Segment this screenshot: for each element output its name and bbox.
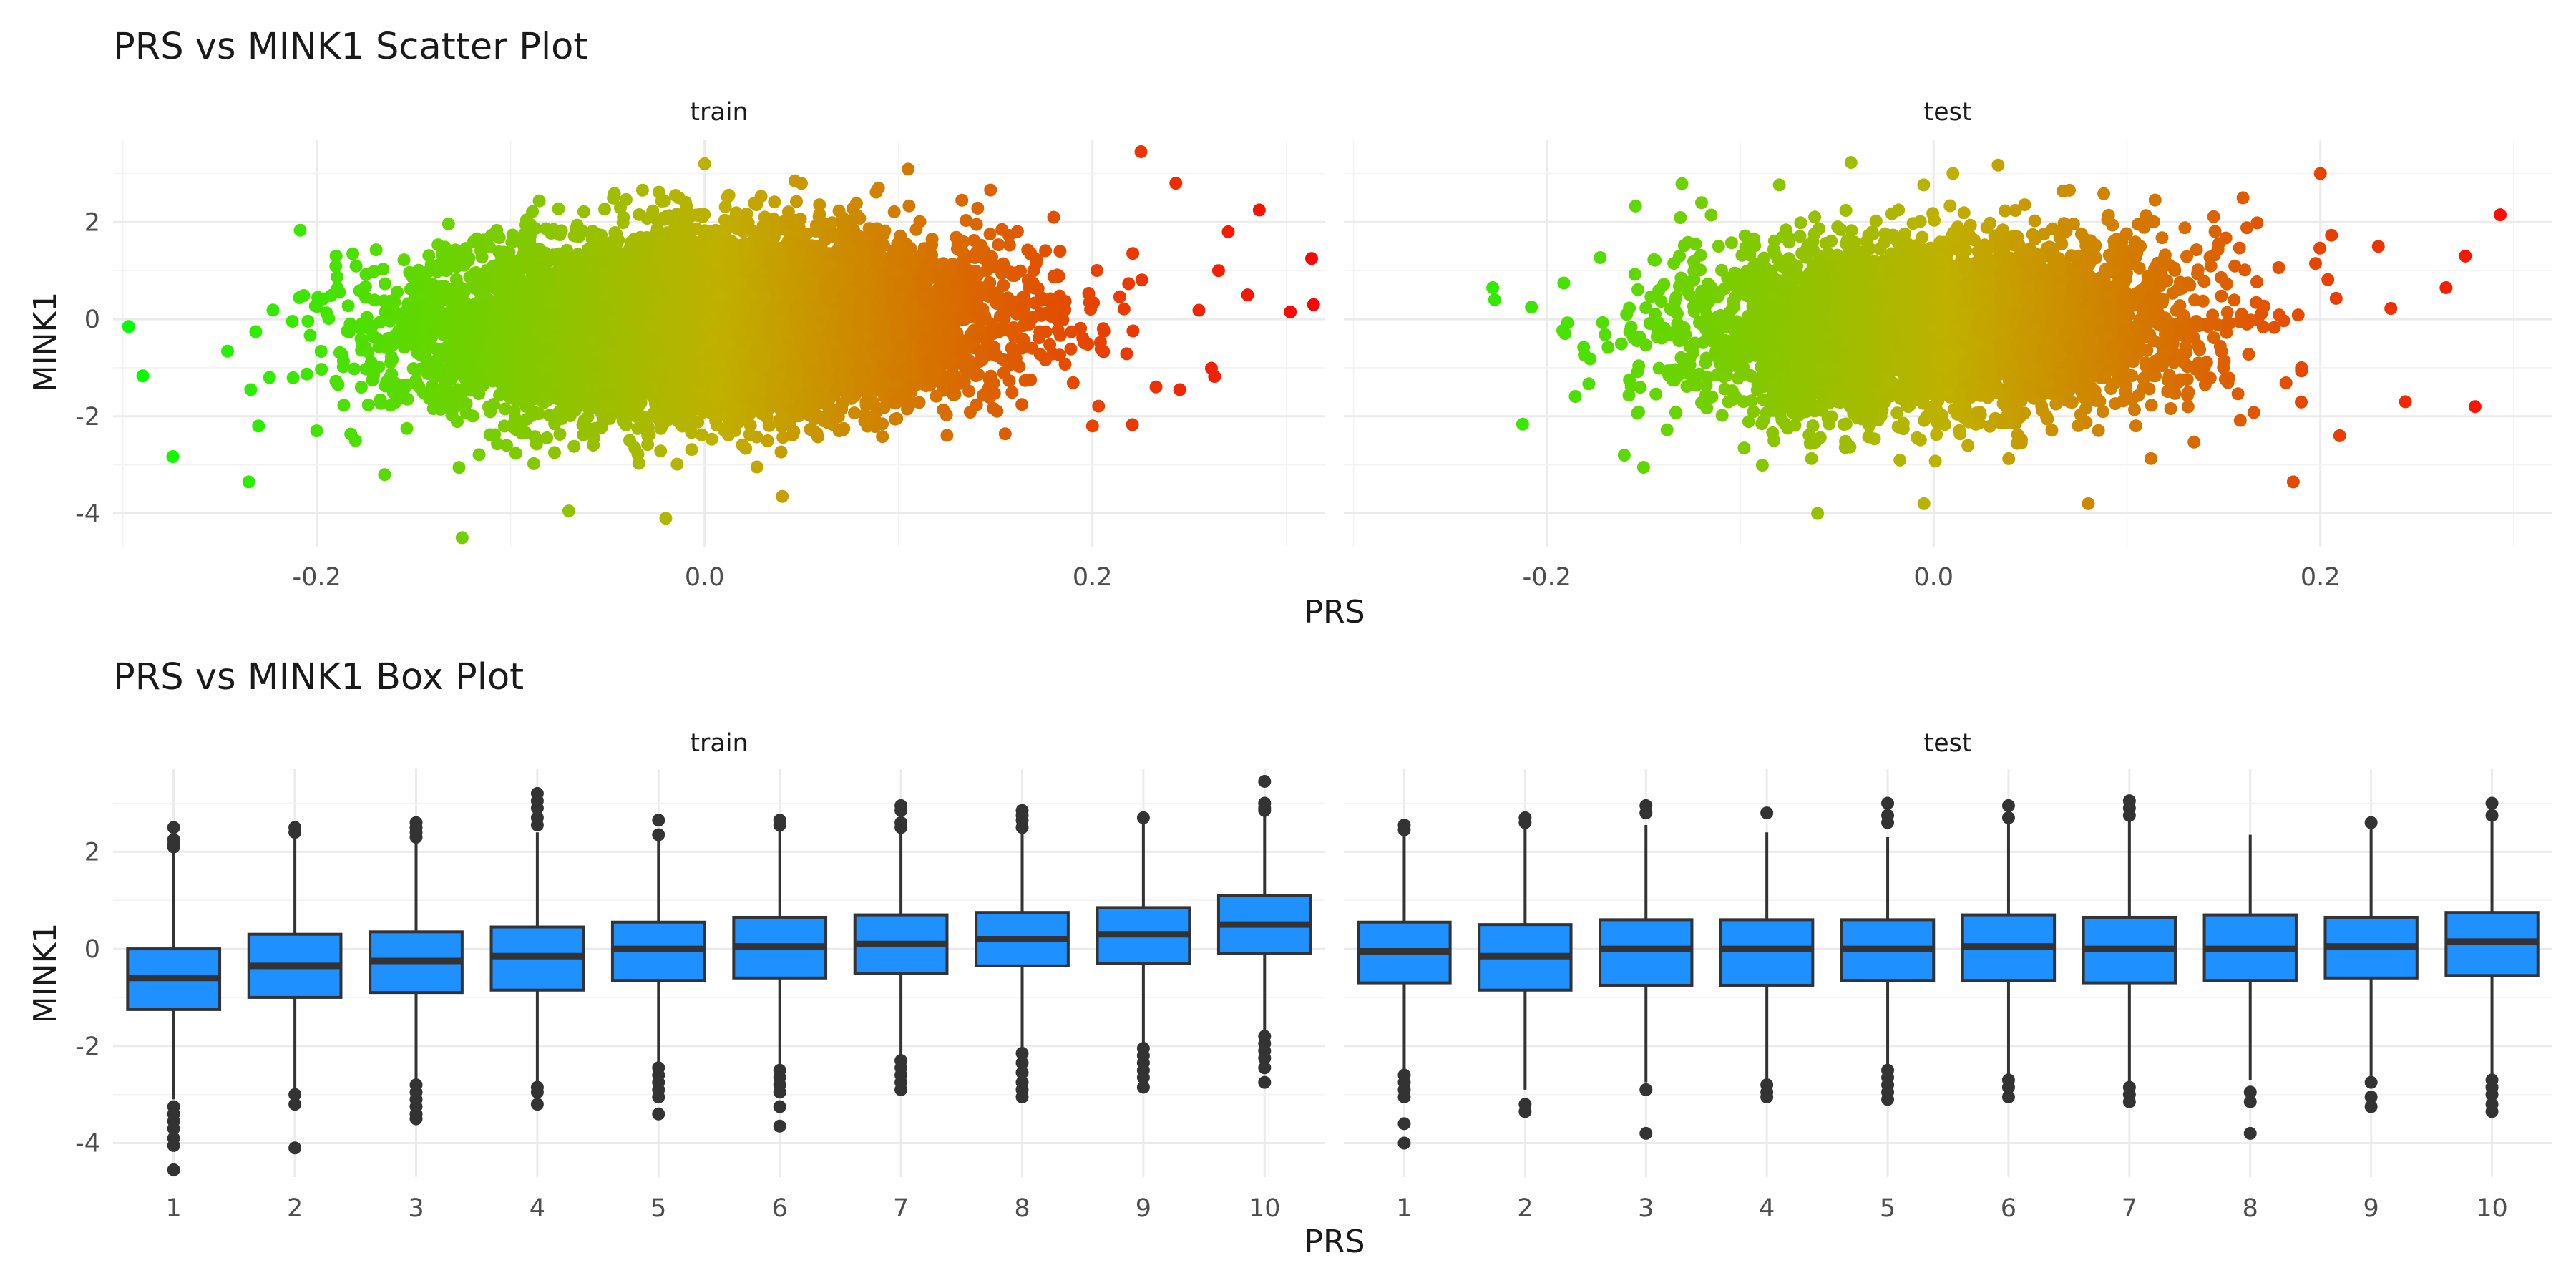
scatter-point: [497, 419, 511, 433]
scatter-point: [341, 299, 355, 313]
scatter-point: [315, 363, 328, 376]
scatter-point: [441, 217, 455, 230]
scatter-point: [348, 362, 361, 376]
scatter-point: [1024, 373, 1038, 386]
scatter-point: [1113, 290, 1126, 303]
scatter-point: [354, 381, 368, 394]
scatter-point: [685, 443, 698, 457]
scatter-point-cloud: [122, 145, 1320, 545]
scatter-point: [386, 353, 399, 366]
scatter-point: [540, 431, 554, 444]
scatter-point: [483, 428, 497, 441]
scatter-point: [472, 448, 486, 462]
scatter-point: [293, 223, 307, 237]
scatter-strip-train: train: [690, 98, 748, 127]
scatter-point: [1126, 418, 1139, 431]
scatter-point: [349, 259, 363, 273]
scatter-point: [1064, 342, 1078, 356]
scatter-point: [1117, 302, 1131, 316]
scatter-point: [331, 270, 343, 284]
scatter-title: PRS vs MINK1 Scatter Plot: [113, 26, 587, 68]
scatter-point: [1126, 247, 1140, 260]
scatter-point: [887, 205, 901, 218]
scatter-point: [400, 421, 414, 435]
scatter-point: [987, 401, 1000, 415]
scatter-point: [616, 216, 630, 230]
scatter-point: [266, 303, 280, 317]
scatter-point: [552, 202, 565, 215]
scatter-panel-train: -0.2 0.0 0.2: [113, 140, 1325, 592]
scatter-point: [507, 404, 521, 418]
scatter-point: [750, 460, 763, 474]
scatter-point: [397, 253, 411, 267]
scatter-point: [526, 205, 540, 218]
scatter-point: [1015, 398, 1029, 411]
scatter-point: [955, 193, 969, 207]
scatter-point: [1058, 303, 1072, 316]
scatter-point: [314, 345, 328, 358]
scatter-point: [632, 457, 645, 470]
scatter-point: [286, 371, 300, 384]
scatter-point: [608, 187, 621, 200]
scatter-point: [902, 199, 916, 213]
scatter-point: [361, 398, 375, 411]
scatter-point: [482, 400, 495, 414]
scatter-point: [598, 203, 611, 216]
scatter-point: [166, 450, 180, 463]
scatter-point: [567, 439, 581, 453]
scatter-point: [406, 362, 420, 376]
scatter-point: [670, 457, 684, 471]
scatter-point: [1090, 264, 1103, 277]
scatter-point: [249, 325, 263, 338]
scatter-point: [300, 367, 313, 381]
scatter-point: [832, 204, 846, 218]
scatter-point: [136, 369, 150, 383]
scatter-point: [967, 234, 981, 247]
scatter-point: [776, 431, 790, 444]
scatter-point: [369, 243, 383, 257]
scatter-point: [431, 238, 445, 252]
scatter-point: [970, 218, 983, 231]
scatter-point: [774, 445, 788, 459]
scatter-point: [322, 312, 336, 326]
scatter-point: [263, 371, 276, 384]
scatter-point: [705, 432, 718, 446]
scatter-point: [1053, 328, 1067, 342]
scatter-point: [1135, 273, 1148, 287]
scatter-point: [930, 389, 943, 403]
scatter-point: [849, 197, 863, 210]
scatter-point: [303, 328, 317, 342]
scatter-strip-test: test: [1923, 98, 1971, 127]
scatter-point: [768, 195, 781, 209]
scatter-point: [1126, 324, 1140, 338]
